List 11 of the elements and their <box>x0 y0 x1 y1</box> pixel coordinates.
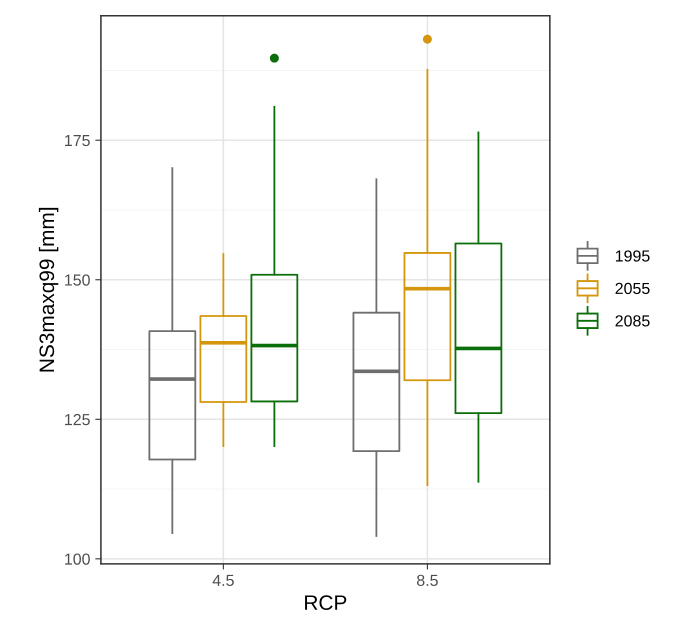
y-tick-label: 125 <box>65 414 90 426</box>
y-tick-label: 175 <box>65 135 90 146</box>
x-tick-label: 4.5 <box>212 574 234 586</box>
y-tick-label: 100 <box>65 553 90 565</box>
y-tick-label: 150 <box>65 274 90 286</box>
y-axis-title: NS3maxq99 [mm] <box>38 208 58 372</box>
x-axis-title: RCP <box>305 595 346 610</box>
legend-label: 2055 <box>616 282 650 294</box>
x-tick-label: 8.5 <box>417 574 438 586</box>
legend-label: 2085 <box>616 315 650 327</box>
legend-label: 1995 <box>616 250 650 262</box>
